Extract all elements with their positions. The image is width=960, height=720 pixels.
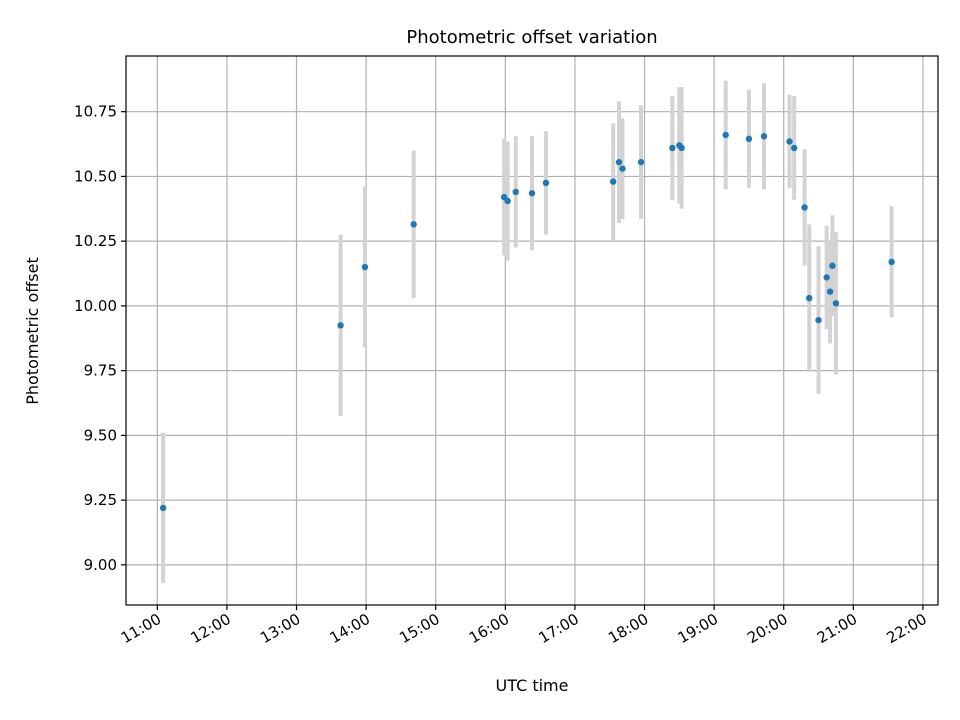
- data-point: [638, 159, 644, 165]
- y-tick-label: 9.25: [84, 491, 117, 509]
- data-point: [504, 198, 510, 204]
- data-point: [362, 264, 368, 270]
- data-point: [833, 300, 839, 306]
- y-axis-label: Photometric offset: [23, 257, 42, 405]
- y-tick-label: 9.75: [84, 362, 117, 380]
- x-axis-label: UTC time: [496, 676, 569, 695]
- y-tick-label: 10.00: [74, 297, 117, 315]
- data-point: [761, 133, 767, 139]
- y-tick-label: 10.75: [74, 103, 117, 121]
- data-point: [888, 259, 894, 265]
- data-point: [815, 317, 821, 323]
- y-tick-label: 9.00: [84, 556, 117, 574]
- data-point: [616, 159, 622, 165]
- data-point: [529, 190, 535, 196]
- data-point: [723, 132, 729, 138]
- data-point: [410, 221, 416, 227]
- data-point: [619, 165, 625, 171]
- data-point: [543, 180, 549, 186]
- chart-title: Photometric offset variation: [406, 27, 657, 48]
- data-point: [791, 145, 797, 151]
- y-tick-label: 9.50: [84, 426, 117, 444]
- y-tick-label: 10.50: [74, 167, 117, 185]
- data-point: [669, 145, 675, 151]
- data-point: [513, 189, 519, 195]
- data-point: [786, 138, 792, 144]
- data-point: [160, 505, 166, 511]
- data-point: [806, 295, 812, 301]
- data-point: [823, 274, 829, 280]
- data-point: [829, 263, 835, 269]
- data-point: [678, 145, 684, 151]
- data-point: [827, 288, 833, 294]
- data-point: [610, 178, 616, 184]
- data-point: [337, 322, 343, 328]
- data-point: [801, 204, 807, 210]
- y-tick-label: 10.25: [74, 232, 117, 250]
- data-point: [746, 136, 752, 142]
